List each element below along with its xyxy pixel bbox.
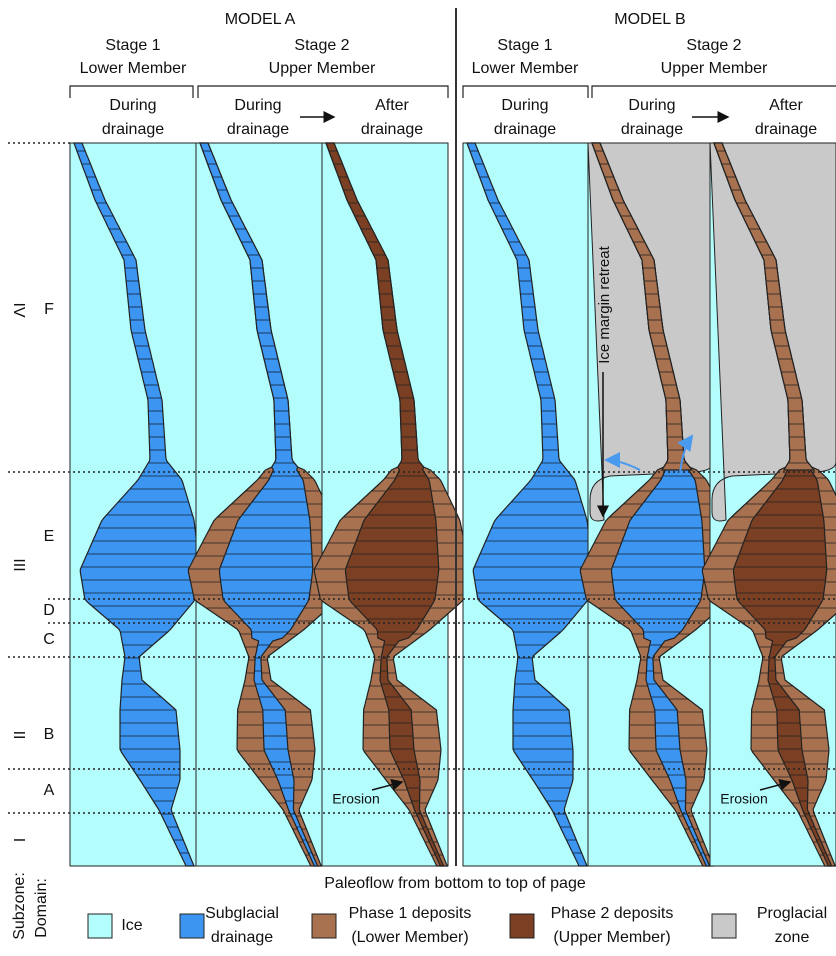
phase1-deposit [591,142,694,471]
subzone-label: E [44,528,55,545]
member: Upper Member [269,60,376,77]
bracket [69,85,449,98]
panel-head: After [375,97,409,114]
legend-label: Phase 2 deposits [551,905,674,922]
flow-arrow [604,452,641,471]
legend-label: Phase 1 deposits [349,905,472,922]
panels [69,142,836,867]
panel-head: During [501,97,548,114]
bracket [462,85,836,98]
note: Paleoflow from bottom to top of page [324,875,586,892]
member: Lower Member [472,60,579,77]
legend-label: Subglacial [205,905,279,922]
panel-head: drainage [361,121,423,138]
subzone-label: F [44,301,54,318]
legend-label: Proglacial [757,905,827,922]
annotation: Erosion [720,791,767,807]
annotation: Erosion [332,791,379,807]
legend-label: (Upper Member) [553,929,670,946]
model-title: MODEL A [225,11,296,28]
panel-head: drainage [227,121,289,138]
legend-label: drainage [211,929,273,946]
panel-head: During [109,97,156,114]
phase1-deposit [713,142,816,471]
domain-label: III [10,558,27,571]
axis-label: Domain: [33,878,50,938]
subzone-label: A [44,782,55,799]
subzone-label: C [43,631,55,648]
stage: Stage 2 [294,37,349,54]
panel-head: During [234,97,281,114]
domain-label: II [10,731,27,740]
panel-head: After [769,97,803,114]
arrow [371,778,404,791]
stage: Stage 2 [686,37,741,54]
legend-label: (Lower Member) [351,929,468,946]
subzone-label: D [43,602,55,619]
arrow [759,778,792,791]
axis-label: Subzone: [11,872,28,940]
member: Lower Member [80,60,187,77]
stage: Stage 1 [497,37,552,54]
legend-label: zone [775,929,810,946]
domain-label: I [10,838,27,842]
panel-head: drainage [621,121,683,138]
stage: Stage 1 [105,37,160,54]
legend: Ice Subglacial drainage Phase 1 deposits… [87,905,827,946]
zone-lines [8,142,836,814]
panel-head: During [628,97,675,114]
model-title: MODEL B [614,11,685,28]
panel-head: drainage [494,121,556,138]
panel-head: drainage [102,121,164,138]
flow-arrow [677,434,694,476]
legend-label: Ice [121,917,142,934]
member: Upper Member [661,60,768,77]
panel-head: drainage [755,121,817,138]
subzone-label: B [44,726,55,743]
annotation: Ice margin retreat [596,245,613,363]
domain-label: IV [10,302,27,317]
